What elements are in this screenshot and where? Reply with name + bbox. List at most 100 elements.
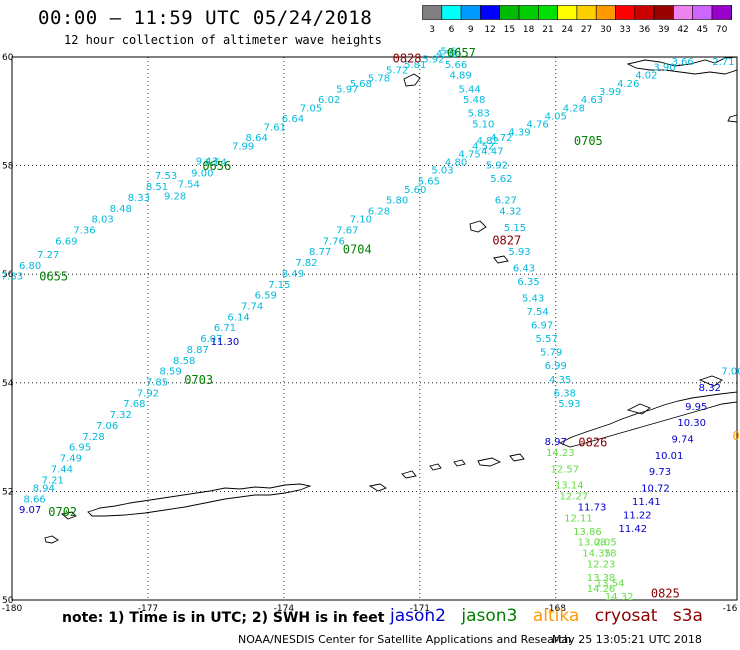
coastline	[429, 463, 442, 471]
wave-height-value: 5.92	[486, 160, 508, 171]
wave-height-value: 4.76	[526, 120, 548, 131]
wave-height-value: 8.49	[282, 269, 304, 280]
wave-height-value: 7.74	[241, 301, 263, 312]
color-scale-tick: 15	[504, 25, 515, 35]
wave-height-value: 12.27	[560, 492, 589, 503]
wave-height-value: 12.23	[587, 559, 616, 570]
longitude-label: -168	[546, 604, 567, 614]
wave-height-value: 8.97	[545, 437, 567, 448]
wave-height-value: 4.26	[617, 79, 639, 90]
latitude-label: 50	[2, 596, 14, 606]
map-frame	[11, 56, 738, 601]
color-scale-tick: 21	[542, 25, 553, 35]
wave-height-value: 7.82	[295, 258, 317, 269]
wave-height-value: 6.99	[545, 361, 567, 372]
color-scale-tick: 6	[449, 25, 455, 35]
wave-height-value: 5.03	[431, 166, 453, 177]
wave-height-value: 8.33	[128, 193, 150, 204]
wave-height-value: 8.64	[246, 133, 268, 144]
wave-height-value: 14.35	[582, 549, 611, 560]
pass-time-label: 0702	[48, 505, 77, 519]
wave-height-value: 5.15	[504, 223, 526, 234]
coastline	[403, 73, 421, 87]
wave-height-value: 4.47	[481, 147, 503, 158]
map-subtitle: 12 hour collection of altimeter wave hei…	[64, 33, 382, 47]
wave-height-value: 5.83	[468, 109, 490, 120]
wave-height-value: 12.57	[550, 464, 579, 475]
wave-height-value: 9.43	[196, 157, 218, 168]
legend-jason3: jason3	[461, 606, 518, 626]
longitude-label: -16	[723, 604, 738, 614]
wave-height-value: 4.52	[436, 49, 458, 60]
wave-height-value: 9.73	[649, 467, 671, 478]
wave-height-value: 7.76	[323, 236, 345, 247]
wave-height-value: 5.81	[404, 60, 426, 71]
color-scale-tick: 12	[484, 25, 495, 35]
wave-height-value: 6.07	[200, 334, 222, 345]
wave-height-value: 9.07	[19, 505, 41, 516]
wave-height-value: 6.28	[368, 206, 390, 217]
pass-time-label: 0703	[184, 373, 213, 387]
longitude-label: -174	[274, 604, 295, 614]
wave-height-value: 5.92	[422, 54, 444, 65]
wave-height-value: 6.64	[282, 114, 304, 125]
wave-height-value: 10.30	[677, 418, 706, 429]
pass-time-label: 0656	[202, 159, 231, 173]
color-scale-tick: 30	[600, 25, 612, 35]
wave-height-value: 11.22	[623, 511, 652, 522]
wave-height-value: 13.08	[578, 538, 607, 549]
pass-time-label: 0	[732, 429, 739, 443]
wave-height-value: 5.93	[558, 399, 580, 410]
wave-height-value: 7.33	[1, 272, 23, 283]
wave-height-value: 13.38	[587, 573, 616, 584]
latitude-label: 52	[2, 487, 13, 497]
wave-height-value: 7.05	[300, 103, 322, 114]
wave-height-value: 4.39	[508, 128, 530, 139]
wave-height-value: 4.75	[459, 149, 481, 160]
color-scale-tick: 39	[658, 25, 670, 35]
wave-height-value: 7.00	[721, 367, 740, 378]
wave-height-value: 4.05	[545, 111, 567, 122]
wave-height-value: 5.44	[459, 84, 481, 95]
wave-height-value: 7.32	[110, 410, 132, 421]
pass-time-label: 0655	[39, 270, 68, 284]
wave-height-value: 7.27	[37, 250, 59, 261]
wave-height-value: 6.38	[554, 388, 576, 399]
wave-height-value: 14.32	[605, 592, 634, 603]
wave-height-value: 11.73	[578, 502, 607, 513]
wave-height-value: 4.28	[563, 103, 585, 114]
wave-height-value: 3.90	[653, 63, 675, 74]
wave-height-value: 10.01	[655, 451, 684, 462]
wave-height-value: 13.14	[555, 481, 584, 492]
wave-height-value: 5.48	[463, 95, 485, 106]
coastline	[469, 220, 487, 233]
wave-height-value: 7.99	[232, 141, 254, 152]
wave-height-value: 6.97	[531, 321, 553, 332]
wave-height-value: 7.21	[42, 475, 64, 486]
color-swatch	[730, 5, 732, 20]
pass-time-label: 0826	[578, 435, 607, 449]
wave-height-value: 5.68	[350, 79, 372, 90]
latitude-label: 56	[2, 270, 14, 280]
wave-height-value: 6.35	[517, 277, 539, 288]
coastline	[44, 535, 59, 544]
color-scale-tick: 24	[562, 25, 574, 35]
coastline	[727, 114, 738, 123]
wave-height-value: 7.15	[268, 280, 290, 291]
wave-height-value: 9.00	[191, 168, 213, 179]
wave-height-value: 5.60	[404, 185, 426, 196]
wave-height-value: 4.72	[490, 133, 512, 144]
color-scale-tick: 18	[523, 25, 535, 35]
color-scale-tick: 33	[619, 25, 630, 35]
wave-height-value: 6.14	[227, 312, 249, 323]
color-scale-tick: 3	[429, 25, 435, 35]
wave-height-value: 8.54	[205, 158, 227, 169]
wave-height-value: 4.80	[445, 158, 467, 169]
wave-height-value: 7.67	[336, 225, 358, 236]
pass-time-label: 0827	[492, 233, 521, 247]
wave-height-value: 7.61	[264, 122, 286, 133]
wave-height-value: 8.03	[91, 215, 113, 226]
color-scale-tick: 27	[581, 25, 592, 35]
